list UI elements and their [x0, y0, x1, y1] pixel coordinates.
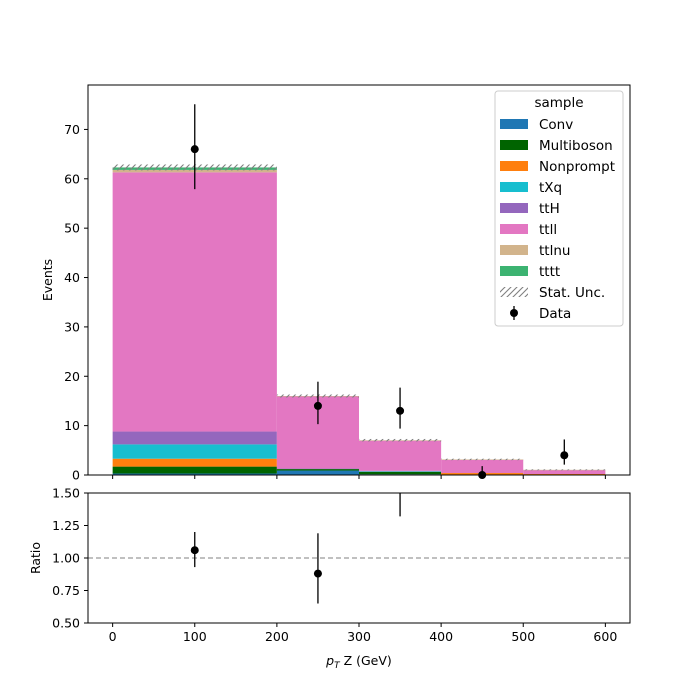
data-point-0	[190, 145, 199, 154]
bar-txq-bin-2	[359, 471, 442, 472]
legend-swatch-ttll	[500, 224, 528, 234]
ratio-ytick-label-0.75: 0.75	[52, 583, 80, 598]
main-ytick-label-60: 60	[64, 171, 80, 186]
legend-label-conv: Conv	[539, 117, 573, 133]
data-point-2	[396, 406, 405, 415]
main-ytick-label-50: 50	[64, 221, 80, 236]
xlabel-rest: Z (GeV)	[340, 653, 392, 668]
bar-ttll-bin-4	[523, 470, 606, 475]
legend-data-marker	[510, 309, 518, 317]
legend-label-tttt: tttt	[539, 264, 560, 280]
xlabel-subscript: T	[334, 661, 341, 671]
legend-swatch-multiboson	[500, 140, 528, 150]
ratio-ylabel: Ratio	[28, 542, 43, 574]
legend-label-nonprompt: Nonprompt	[539, 159, 615, 175]
main-ytick-label-0: 0	[72, 468, 80, 483]
legend-swatch-nonprompt	[500, 161, 528, 171]
legend-label-ttll: ttll	[539, 222, 557, 238]
xtick-label-300: 300	[347, 629, 371, 644]
stat-unc-bin-2	[359, 438, 442, 442]
bar-multiboson-bin-1	[276, 469, 359, 471]
data-point-1	[313, 401, 322, 410]
bar-conv-bin-0	[112, 473, 277, 475]
main-ytick-label-70: 70	[64, 122, 80, 137]
stat-unc-bin-3	[441, 458, 524, 461]
legend-label-txq: tXq	[539, 180, 562, 196]
xtick-label-600: 600	[593, 629, 617, 644]
bar-txq-bin-0	[112, 444, 277, 459]
main-ytick-label-40: 40	[64, 270, 80, 285]
legend-swatch-ttlnu	[500, 245, 528, 255]
legend-swatch-tttt	[500, 266, 528, 276]
stat-unc-bin-4	[523, 469, 606, 471]
ratio-point-1	[313, 569, 322, 578]
xtick-label-500: 500	[511, 629, 535, 644]
xlabel: pT Z (GeV)	[325, 653, 392, 671]
legend-label-ttlnu: ttlnu	[539, 243, 570, 259]
ratio-point-0	[190, 546, 199, 555]
bar-nonprompt-bin-0	[112, 458, 277, 467]
legend-swatch-conv	[500, 119, 528, 129]
legend-label-stat-unc-: Stat. Unc.	[539, 285, 605, 301]
ratio-ytick-label-1.25: 1.25	[52, 518, 80, 533]
ratio-ytick-label-0.50: 0.50	[52, 616, 80, 631]
main-ytick-label-30: 30	[64, 319, 80, 334]
legend-label-data: Data	[539, 306, 571, 322]
bar-tth-bin-2	[359, 470, 442, 472]
xtick-label-0: 0	[109, 629, 117, 644]
bar-nonprompt-bin-4	[523, 474, 606, 475]
legend: sample Conv Multiboson Nonprompt tXq ttH ttll t…	[494, 90, 624, 327]
legend-title: sample	[534, 95, 583, 111]
main-ylabel: Events	[40, 259, 55, 301]
bar-tth-bin-0	[112, 431, 277, 445]
ratio-ytick-label-1.00: 1.00	[52, 551, 80, 566]
xtick-label-200: 200	[265, 629, 289, 644]
bar-tth-bin-1	[276, 468, 359, 470]
xlabel-symbol: p	[325, 653, 334, 668]
legend-swatch-txq	[500, 182, 528, 192]
bar-ttll-bin-0	[112, 172, 277, 432]
main-ytick-label-20: 20	[64, 369, 80, 384]
bar-multiboson-bin-2	[359, 471, 442, 475]
legend-swatch-stat-unc-	[500, 287, 528, 297]
data-points-group	[190, 104, 569, 479]
legend-swatch-tth	[500, 203, 528, 213]
legend-label-tth: ttH	[539, 201, 560, 217]
data-point-4	[560, 451, 569, 460]
bar-multiboson-bin-0	[112, 466, 277, 474]
legend-label-multiboson: Multiboson	[539, 138, 613, 154]
bar-ttll-bin-2	[359, 440, 442, 471]
stack-group	[112, 167, 606, 476]
main-ytick-label-10: 10	[64, 418, 80, 433]
ratio-ytick-label-1.50: 1.50	[52, 486, 80, 501]
xtick-label-400: 400	[429, 629, 453, 644]
bar-conv-bin-1	[276, 470, 359, 475]
xtick-label-100: 100	[183, 629, 207, 644]
